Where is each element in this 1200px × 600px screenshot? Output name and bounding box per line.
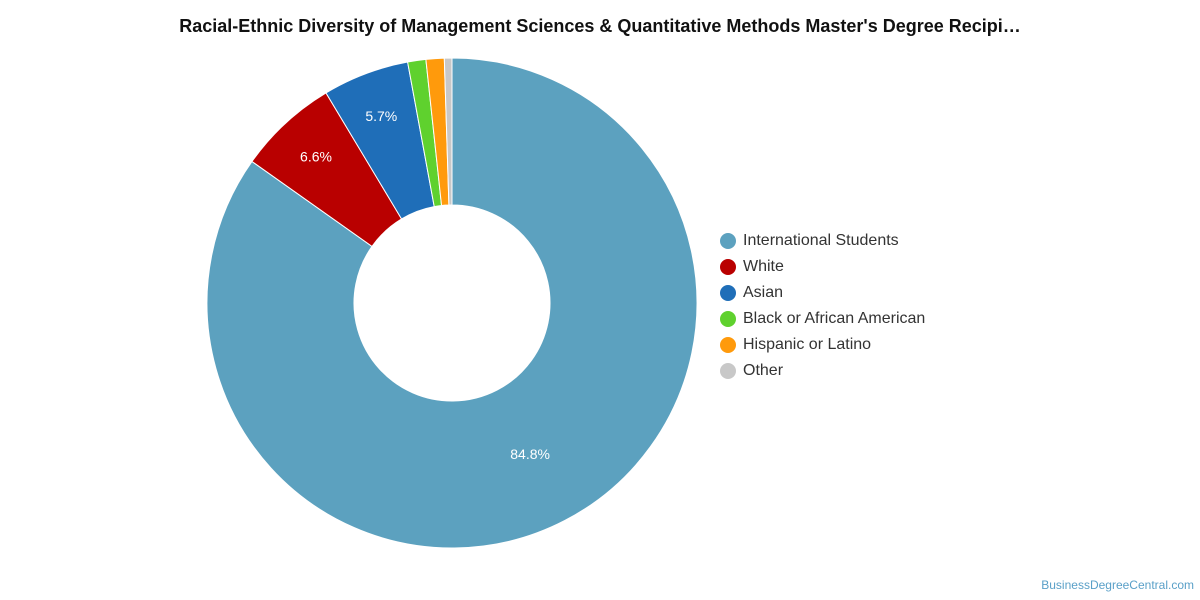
legend-label: International Students	[743, 232, 899, 249]
chart-title: Racial-Ethnic Diversity of Management Sc…	[179, 16, 1021, 36]
legend-label: Black or African American	[743, 310, 926, 327]
legend-item-international-students[interactable]: International Students	[720, 228, 925, 254]
legend-swatch	[720, 233, 736, 249]
legend-label: Hispanic or Latino	[743, 336, 872, 353]
data-label-asian: 5.7%	[365, 108, 397, 124]
legend-item-black-or-african-american[interactable]: Black or African American	[720, 306, 925, 332]
legend-label: Other	[743, 362, 784, 379]
slice-other[interactable]	[443, 57, 453, 206]
legend-item-other[interactable]: Other	[720, 358, 925, 384]
legend-swatch	[720, 311, 736, 327]
data-label-international-students: 84.8%	[510, 446, 550, 462]
slice-international-students[interactable]	[206, 57, 698, 549]
chart-legend: International Students White Asian Black or…	[720, 228, 925, 384]
legend-swatch	[720, 259, 736, 275]
legend-swatch	[720, 285, 736, 301]
legend-label: White	[743, 258, 784, 275]
legend-item-asian[interactable]: Asian	[720, 280, 925, 306]
data-label-white: 6.6%	[300, 148, 332, 164]
legend-swatch	[720, 363, 736, 379]
legend-item-white[interactable]: White	[720, 254, 925, 280]
source-credit[interactable]: BusinessDegreeCentral.com	[1041, 578, 1194, 592]
legend-item-hispanic-or-latino[interactable]: Hispanic or Latino	[720, 332, 925, 358]
legend-label: Asian	[743, 284, 784, 301]
legend-swatch	[720, 337, 736, 353]
